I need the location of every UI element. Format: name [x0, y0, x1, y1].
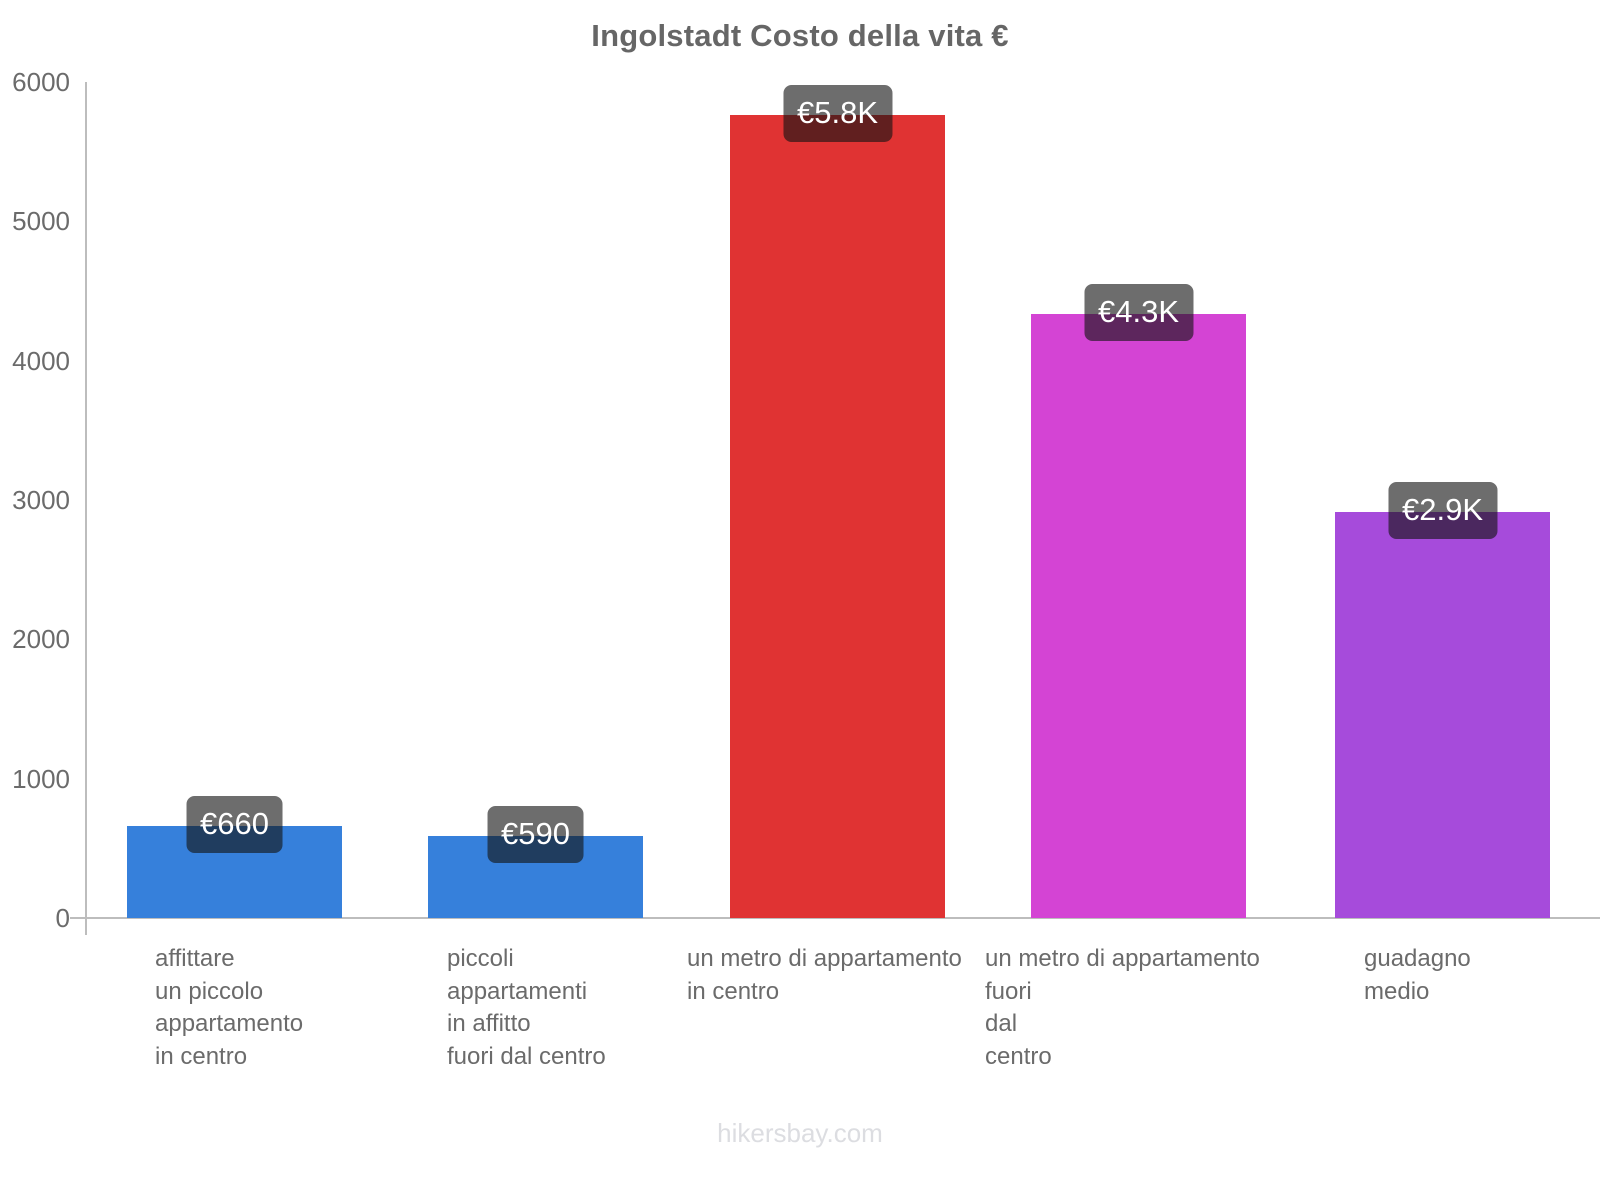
x-axis-label-4: un metro di appartamento fuori dal centro — [985, 945, 1260, 1075]
y-axis-tick-label: 3000 — [12, 485, 70, 515]
x-axis-label-line: guadagno — [1364, 945, 1471, 972]
x-axis-label-line: affittare — [155, 945, 235, 972]
x-axis-label-line: un metro di appartamento — [985, 945, 1260, 972]
x-axis-label-line: appartamenti — [447, 977, 588, 1005]
bar-4[interactable] — [1031, 313, 1246, 918]
y-axis-tick-label: 2000 — [12, 624, 70, 655]
y-axis-tick-mark — [70, 917, 85, 919]
x-axis-label-line: in centro — [155, 1042, 248, 1070]
footer-credit: hikersbay.com — [717, 1118, 883, 1148]
x-axis-label-line: appartamento — [155, 1010, 304, 1038]
x-axis-label-line: piccoli — [447, 945, 514, 972]
y-axis-tick-label: 6000 — [12, 67, 70, 97]
x-axis-label-line: fuori — [985, 977, 1032, 1005]
x-axis-label-2: piccoli appartamenti in affitto fuori dal c… — [447, 945, 606, 1075]
x-axis-label-5: guadagno medio — [1364, 945, 1471, 1010]
y-axis-line — [85, 82, 87, 935]
y-axis-tick-label: 5000 — [12, 206, 70, 237]
x-axis-baseline — [70, 917, 1600, 919]
x-axis-label-line: fuori dal centro — [447, 1042, 606, 1070]
y-axis-tick-label: 4000 — [12, 345, 70, 376]
bar-value-badge: €590 — [487, 805, 584, 863]
bar-5[interactable] — [1335, 511, 1550, 918]
x-axis-label-line: un piccolo — [155, 977, 264, 1005]
y-axis-tick-label: 1000 — [12, 763, 70, 794]
chart-title: Ingolstadt Costo della vita € — [591, 18, 1009, 53]
bar-value-badge: €4.3K — [1083, 283, 1194, 341]
x-axis-label-line: in affitto — [447, 1010, 531, 1038]
x-axis-label-line: dal — [985, 1010, 1018, 1038]
y-axis-tick-label: 0 — [55, 903, 70, 933]
bar-value-badge: €2.9K — [1387, 481, 1498, 539]
bar-value-badge: €5.8K — [782, 84, 893, 142]
x-axis-label-1: affittare un piccolo appartamento in centro — [155, 945, 303, 1075]
x-axis-label-line: in centro — [687, 977, 780, 1005]
x-axis-label-line: centro — [985, 1042, 1052, 1070]
x-axis-label-line: medio — [1364, 977, 1430, 1005]
bar-value-badge: €660 — [186, 796, 283, 854]
bar-3[interactable] — [730, 114, 945, 918]
x-axis-label-line: un metro di appartamento — [687, 945, 962, 972]
x-axis-label-3: un metro di appartamento in centro — [687, 945, 962, 1010]
